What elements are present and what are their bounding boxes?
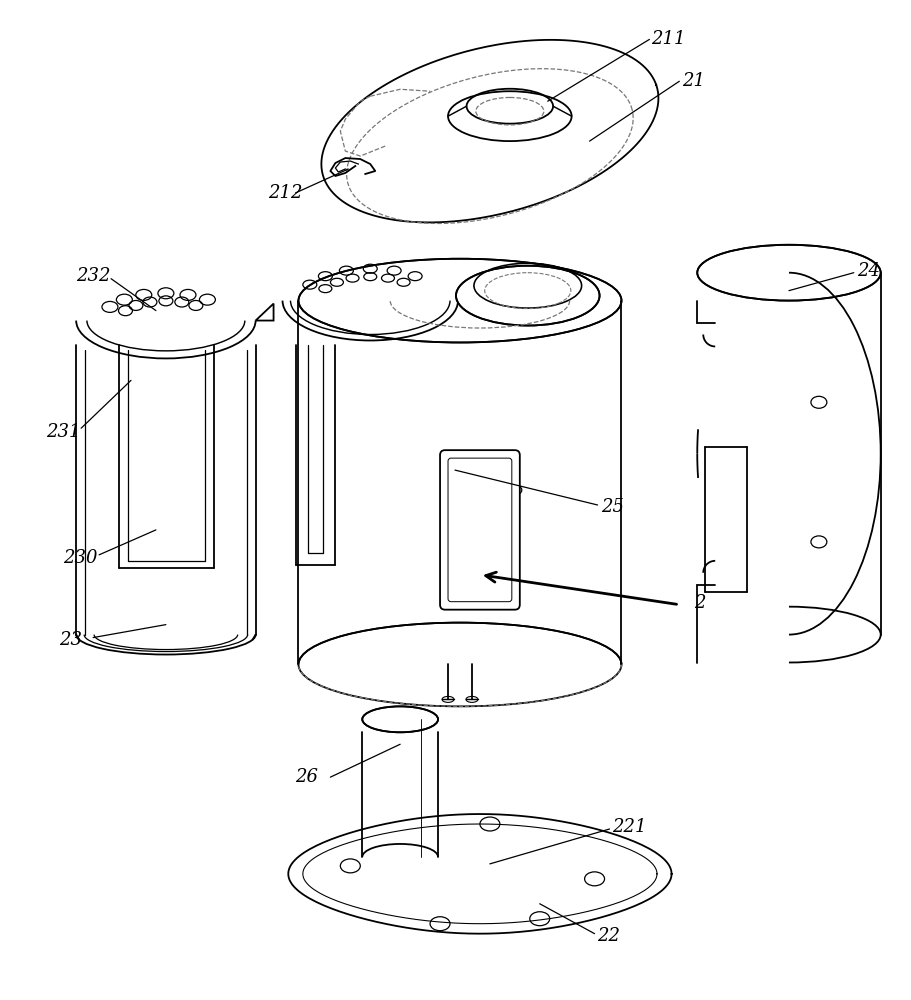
Ellipse shape	[456, 266, 599, 326]
Text: 212: 212	[269, 184, 303, 202]
Ellipse shape	[697, 245, 881, 301]
Ellipse shape	[299, 259, 621, 342]
Ellipse shape	[363, 706, 438, 732]
Text: 26: 26	[295, 768, 319, 786]
Text: 232: 232	[77, 267, 110, 285]
Text: 24: 24	[856, 262, 880, 280]
Text: 211: 211	[651, 30, 686, 48]
Text: 230: 230	[63, 549, 97, 567]
Text: 231: 231	[46, 423, 81, 441]
Text: 21: 21	[682, 72, 705, 90]
FancyBboxPatch shape	[440, 450, 520, 610]
Text: 2: 2	[694, 594, 706, 612]
Text: 22: 22	[598, 927, 620, 945]
Ellipse shape	[299, 623, 621, 706]
Text: 25: 25	[601, 498, 625, 516]
Text: 23: 23	[59, 631, 82, 649]
Text: 221: 221	[612, 818, 647, 836]
